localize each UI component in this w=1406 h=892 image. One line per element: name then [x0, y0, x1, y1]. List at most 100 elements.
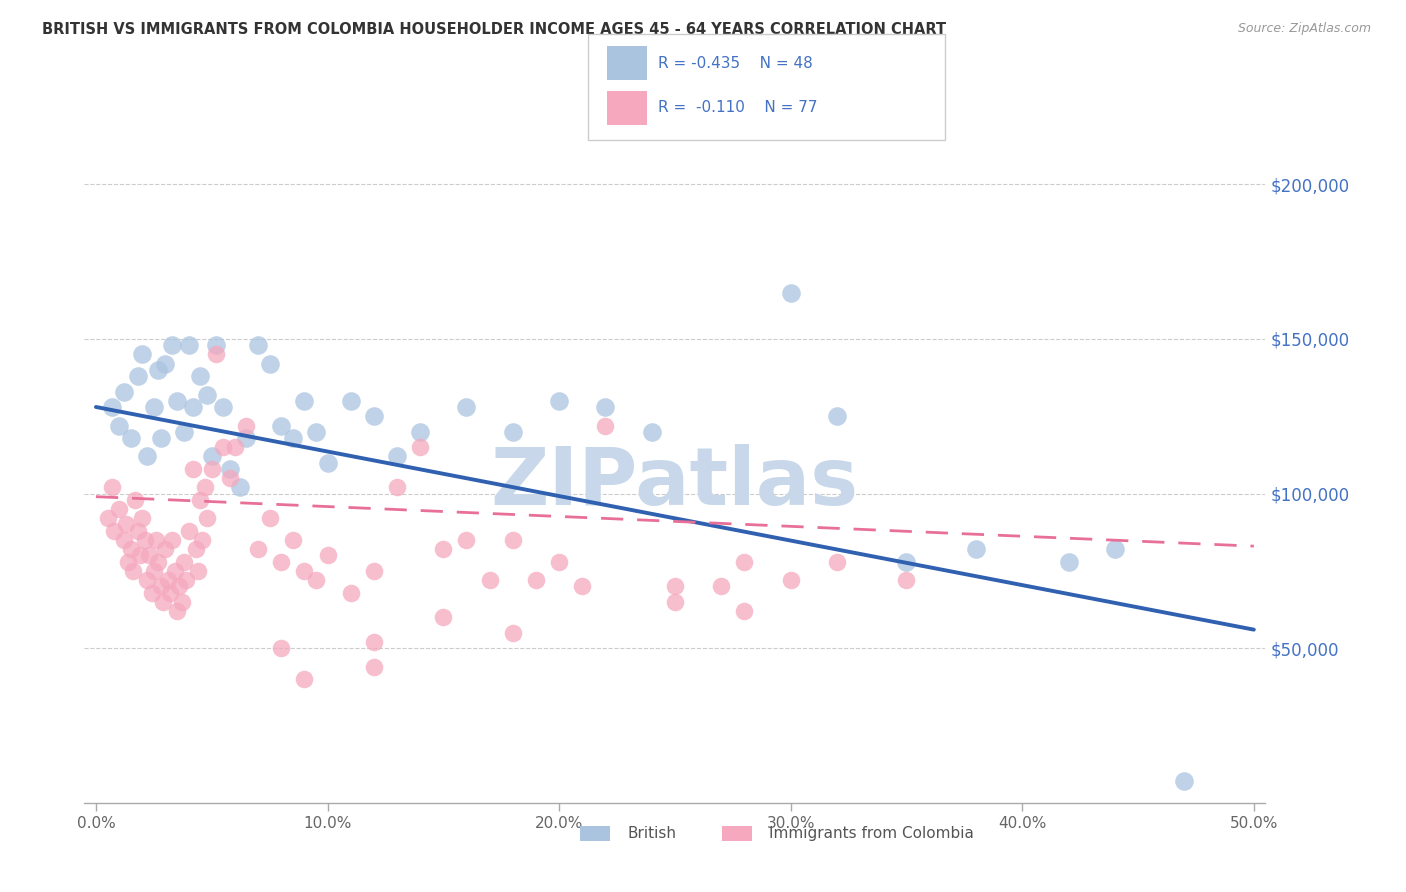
Text: Immigrants from Colombia: Immigrants from Colombia [769, 826, 974, 841]
Point [148, 363, 170, 377]
Text: British: British [627, 826, 676, 841]
Point [502, 625, 524, 640]
Point [270, 641, 292, 656]
Point [155, 542, 177, 557]
Bar [581, 826, 610, 841]
Point [825, 409, 848, 424]
Point [163, 564, 186, 578]
Point [173, 425, 195, 439]
Text: R = -0.435    N = 48: R = -0.435 N = 48 [658, 56, 813, 70]
Point [187, 564, 209, 578]
Point [292, 393, 315, 408]
Point [159, 585, 181, 599]
Point [138, 549, 160, 563]
Point [181, 400, 204, 414]
Point [270, 418, 292, 433]
Point [224, 440, 246, 454]
Point [155, 357, 177, 371]
Point [664, 579, 686, 593]
Point [896, 573, 918, 587]
Point [152, 595, 174, 609]
Point [965, 542, 987, 557]
Point [1057, 555, 1080, 569]
Point [219, 471, 242, 485]
Point [292, 564, 315, 578]
Point [502, 425, 524, 439]
Point [131, 347, 153, 361]
Point [201, 450, 224, 464]
Bar [723, 826, 752, 841]
Point [142, 400, 165, 414]
Point [733, 604, 755, 618]
Point [191, 533, 214, 547]
Point [385, 480, 408, 494]
Point [177, 338, 200, 352]
Point [108, 502, 131, 516]
Point [149, 579, 172, 593]
Point [101, 480, 124, 494]
Point [305, 573, 328, 587]
Point [162, 338, 184, 352]
Point [664, 595, 686, 609]
Point [825, 555, 848, 569]
Point [259, 511, 281, 525]
Point [247, 542, 270, 557]
Point [316, 456, 339, 470]
Point [432, 610, 454, 624]
Point [156, 573, 179, 587]
Point [188, 492, 211, 507]
Point [174, 573, 197, 587]
Point [112, 533, 135, 547]
Point [127, 369, 149, 384]
Point [896, 555, 918, 569]
Point [162, 533, 184, 547]
Point [181, 462, 204, 476]
Point [120, 542, 142, 557]
Point [363, 635, 385, 649]
Point [127, 524, 149, 538]
Point [177, 524, 200, 538]
Point [292, 672, 315, 686]
Point [548, 555, 571, 569]
Point [259, 357, 281, 371]
Point [1173, 774, 1195, 789]
Point [212, 440, 235, 454]
Text: R =  -0.110    N = 77: R = -0.110 N = 77 [658, 101, 817, 115]
Point [173, 555, 195, 569]
Point [212, 400, 235, 414]
Point [478, 573, 501, 587]
Point [548, 393, 571, 408]
Point [145, 533, 167, 547]
Point [135, 450, 157, 464]
Point [194, 480, 217, 494]
Point [247, 338, 270, 352]
Text: Source: ZipAtlas.com: Source: ZipAtlas.com [1237, 22, 1371, 36]
Point [409, 440, 432, 454]
Point [270, 555, 292, 569]
Point [135, 573, 157, 587]
Text: ZIPatlas: ZIPatlas [491, 443, 859, 522]
Point [124, 492, 146, 507]
Point [339, 393, 361, 408]
Point [195, 511, 218, 525]
Point [432, 542, 454, 557]
Point [219, 462, 242, 476]
Point [115, 517, 138, 532]
Point [103, 524, 125, 538]
Point [1104, 542, 1126, 557]
Point [166, 604, 188, 618]
Point [122, 564, 145, 578]
Point [385, 450, 408, 464]
Point [201, 462, 224, 476]
Point [779, 573, 801, 587]
Point [733, 555, 755, 569]
Point [166, 393, 188, 408]
Point [149, 431, 172, 445]
Point [281, 533, 304, 547]
Point [101, 400, 124, 414]
Point [141, 585, 163, 599]
Point [502, 533, 524, 547]
Point [129, 549, 152, 563]
Point [205, 347, 228, 361]
Point [409, 425, 432, 439]
